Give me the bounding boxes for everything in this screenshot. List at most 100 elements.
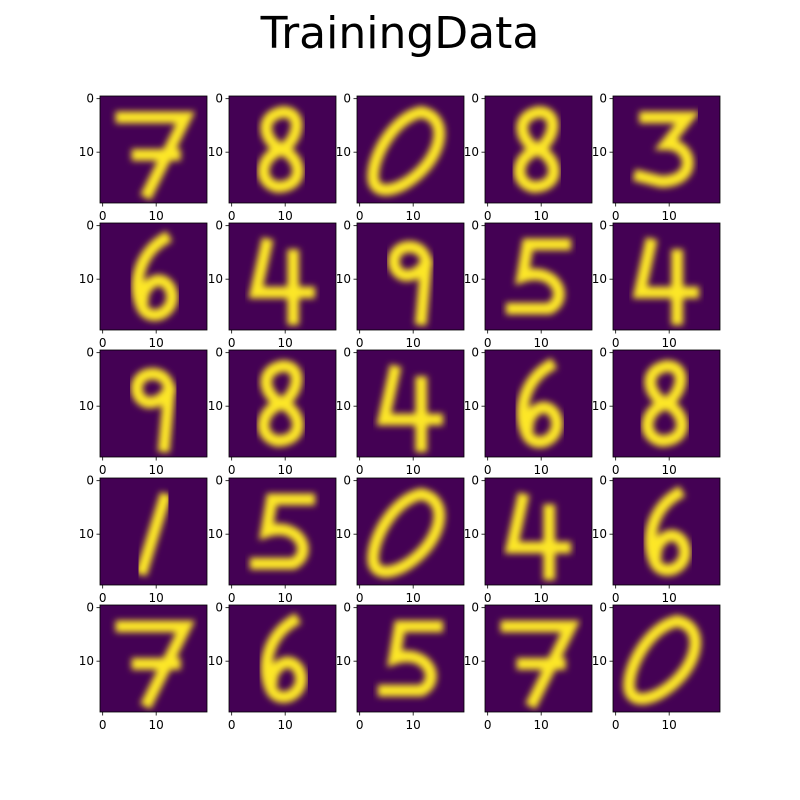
digit-4-stroke xyxy=(504,492,572,581)
x-tick-label: 10 xyxy=(534,591,549,605)
x-tick-label: 10 xyxy=(278,209,293,223)
digit-4-stroke xyxy=(248,237,316,326)
digit-6-stroke xyxy=(644,485,691,576)
y-tick-label: 0 xyxy=(215,219,223,233)
x-tick-label: 10 xyxy=(149,209,164,223)
sample-4-3: 0 10 0 10 xyxy=(464,601,593,732)
digit-4-stroke xyxy=(376,364,444,453)
sample-3-3: 0 10 0 10 xyxy=(464,474,593,605)
y-tick-label: 10 xyxy=(79,399,94,413)
axes-frame xyxy=(99,477,208,586)
x-tick-label: 10 xyxy=(149,591,164,605)
digit-7-stroke xyxy=(115,111,196,201)
y-tick-label: 0 xyxy=(215,92,223,106)
x-tick-label: 0 xyxy=(99,591,107,605)
y-tick-label: 10 xyxy=(79,272,94,286)
y-tick-label: 10 xyxy=(464,399,479,413)
y-tick-label: 0 xyxy=(215,474,223,488)
x-tick-label: 10 xyxy=(149,718,164,732)
sample-1-1: 0 10 0 10 xyxy=(208,219,337,350)
y-tick-label: 0 xyxy=(215,346,223,360)
y-tick-label: 0 xyxy=(343,219,351,233)
y-tick-label: 0 xyxy=(343,346,351,360)
x-tick-label: 10 xyxy=(534,209,549,223)
digit-0-stroke xyxy=(367,488,446,578)
digit-8-stroke xyxy=(257,106,304,193)
sample-1-2: 0 10 0 10 xyxy=(336,219,465,350)
axes-frame xyxy=(228,349,337,458)
x-tick-label: 0 xyxy=(228,209,236,223)
x-tick-label: 10 xyxy=(406,336,421,350)
x-tick-label: 10 xyxy=(406,591,421,605)
x-tick-label: 0 xyxy=(356,463,364,477)
y-tick-label: 0 xyxy=(86,219,94,233)
x-tick-label: 0 xyxy=(99,336,107,350)
y-tick-label: 0 xyxy=(86,474,94,488)
x-tick-label: 10 xyxy=(278,463,293,477)
x-tick-label: 0 xyxy=(99,718,107,732)
axes-frame xyxy=(612,222,721,331)
axes-frame xyxy=(356,477,465,586)
y-tick-label: 0 xyxy=(471,474,479,488)
x-tick-label: 0 xyxy=(484,591,492,605)
y-tick-label: 10 xyxy=(208,399,223,413)
digit-5-stroke xyxy=(505,238,572,315)
y-tick-label: 10 xyxy=(79,145,94,159)
y-tick-label: 0 xyxy=(471,601,479,615)
x-tick-label: 0 xyxy=(484,336,492,350)
axes-frame xyxy=(356,95,465,204)
sample-4-2: 0 10 0 10 xyxy=(336,601,465,732)
y-tick-label: 0 xyxy=(86,346,94,360)
axes-frame xyxy=(99,95,208,204)
axes-frame xyxy=(99,349,208,458)
x-tick-label: 0 xyxy=(612,718,620,732)
sample-2-4: 0 10 0 10 xyxy=(592,346,721,477)
y-tick-label: 10 xyxy=(464,272,479,286)
digit-4-stroke xyxy=(632,237,700,326)
digit-5-stroke xyxy=(249,493,316,570)
x-tick-label: 10 xyxy=(534,336,549,350)
y-tick-label: 10 xyxy=(208,654,223,668)
x-tick-label: 0 xyxy=(612,209,620,223)
axes-frame xyxy=(612,95,721,204)
y-tick-label: 0 xyxy=(343,474,351,488)
y-tick-label: 0 xyxy=(343,92,351,106)
y-tick-label: 10 xyxy=(592,145,607,159)
x-tick-label: 0 xyxy=(356,209,364,223)
x-tick-label: 0 xyxy=(484,209,492,223)
y-tick-label: 10 xyxy=(79,527,94,541)
x-tick-label: 10 xyxy=(534,463,549,477)
x-tick-label: 0 xyxy=(612,463,620,477)
y-tick-label: 10 xyxy=(208,527,223,541)
axes-frame xyxy=(228,604,337,713)
x-tick-label: 0 xyxy=(228,336,236,350)
y-tick-label: 0 xyxy=(86,92,94,106)
axes-frame xyxy=(228,222,337,331)
y-tick-label: 0 xyxy=(599,474,607,488)
digit-9-stroke xyxy=(388,240,434,326)
y-tick-label: 10 xyxy=(208,272,223,286)
sample-0-4: 0 10 0 10 xyxy=(592,92,721,223)
digit-5-stroke xyxy=(377,620,444,697)
axes-frame xyxy=(612,477,721,586)
sample-2-3: 0 10 0 10 xyxy=(464,346,593,477)
digit-6-stroke xyxy=(131,230,178,321)
x-tick-label: 0 xyxy=(356,718,364,732)
y-tick-label: 0 xyxy=(599,92,607,106)
sample-2-2: 0 10 0 10 xyxy=(336,346,465,477)
axes-frame xyxy=(356,222,465,331)
x-tick-label: 0 xyxy=(484,463,492,477)
sample-1-0: 0 10 0 10 xyxy=(79,219,208,350)
axes-frame xyxy=(356,604,465,713)
y-tick-label: 10 xyxy=(464,527,479,541)
x-tick-label: 0 xyxy=(228,463,236,477)
figure-title: TrainingData xyxy=(260,8,540,59)
y-tick-label: 10 xyxy=(464,654,479,668)
sample-4-4: 0 10 0 10 xyxy=(592,601,721,732)
y-tick-label: 10 xyxy=(336,654,351,668)
y-tick-label: 0 xyxy=(471,92,479,106)
sample-0-1: 0 10 0 10 xyxy=(208,92,337,223)
x-tick-label: 10 xyxy=(149,463,164,477)
x-tick-label: 10 xyxy=(149,336,164,350)
digit-7-stroke xyxy=(500,620,581,710)
